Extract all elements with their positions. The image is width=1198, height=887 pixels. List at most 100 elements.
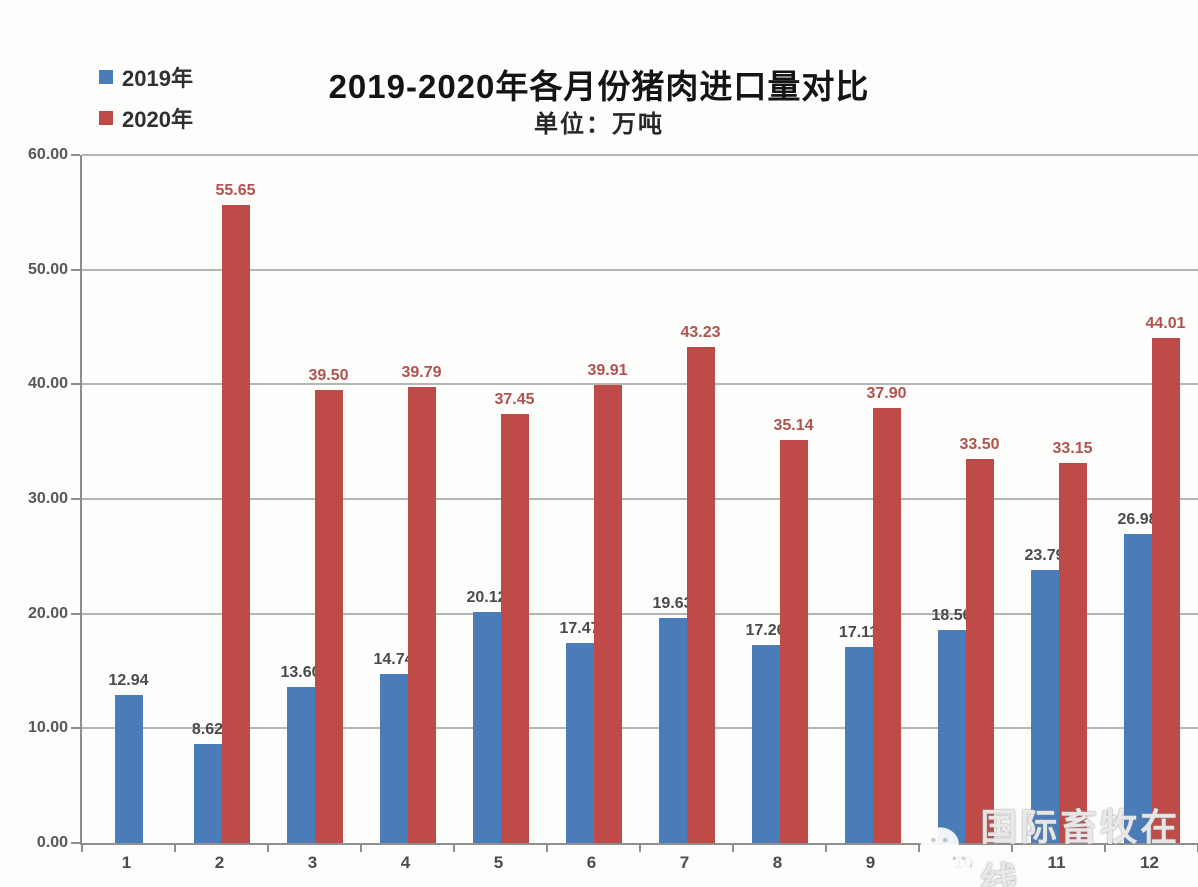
x-tick: [639, 845, 641, 852]
bar-value-label: 17.47: [559, 619, 600, 637]
chart-subtitle: 单位：万吨: [534, 111, 664, 138]
bar-2020年: 35.14: [773, 417, 814, 843]
x-axis-label: 7: [679, 853, 690, 872]
bar-value-label: 39.50: [308, 367, 349, 385]
x-tick: [825, 845, 827, 852]
bar-value-label: 33.15: [1052, 439, 1093, 457]
plot-area: 12.94 8.62 55.65 13.60 39.50 14.74 39.79 20.12 3…: [71, 154, 1198, 852]
y-tick: [71, 498, 80, 500]
x-tick: [81, 845, 83, 852]
bar-group-month-1: 12.94: [108, 672, 149, 843]
gridline: [82, 498, 1198, 500]
x-tick: [453, 845, 455, 852]
x-axis-label: 12: [1140, 853, 1159, 872]
x-tick: [918, 845, 920, 852]
bar-value-label: 26.98: [1117, 510, 1158, 528]
y-tick: [71, 383, 80, 386]
x-tick: [1104, 845, 1106, 852]
bar-2019年: 14.74: [373, 651, 414, 843]
bar-group-month-5: 20.12 37.45: [466, 391, 535, 843]
gridline: [82, 383, 1198, 386]
bar-value-label: 12.94: [108, 671, 149, 689]
bar-2020年: 39.50: [308, 367, 349, 843]
bar-2019年: 20.12: [466, 589, 507, 843]
y-tick: [71, 842, 80, 844]
bar-value-label: 23.79: [1024, 547, 1065, 565]
bar-value-label: 33.50: [959, 435, 1000, 453]
bar-2020年: 39.79: [401, 364, 442, 843]
legend-label-2019: 2019年: [122, 65, 193, 91]
bar-value-label: 39.79: [401, 363, 442, 381]
bar-2019年: 8.62: [192, 721, 223, 843]
bar-value-label: 39.91: [587, 362, 628, 380]
y-axis-label: 10.00: [27, 719, 68, 737]
bar-value-label: 8.62: [191, 721, 224, 739]
gridline: [82, 612, 1198, 615]
x-tick: [174, 845, 176, 852]
bar-value-label: 17.11: [838, 623, 879, 641]
chart-title: 2019-2020年各月份猪肉进口量对比: [328, 68, 870, 105]
x-axis-labels: 1 2 3 4 5 6 7 8 9 10 11 12: [80, 853, 1196, 879]
bar-group-month-10: 18.56 33.50: [931, 436, 1000, 843]
bar-value-label: 17.26: [745, 622, 786, 640]
y-axis-label: 40.00: [27, 375, 68, 393]
x-axis-label: 6: [586, 853, 597, 872]
bar-group-month-12: 26.98 44.01: [1117, 315, 1186, 843]
legend-item-2019: 2019年: [99, 56, 193, 97]
y-axis-label: 0.00: [36, 834, 68, 851]
legend-swatch-2019-icon: [99, 69, 113, 84]
bar-2020年: 55.65: [215, 182, 256, 843]
bar-value-label: 19.63: [652, 594, 693, 612]
y-axis-label: 50.00: [27, 260, 68, 278]
x-tick: [732, 845, 734, 852]
x-axis-label: 3: [307, 853, 318, 872]
x-axis-label: 9: [865, 853, 876, 872]
bar-value-label: 13.60: [280, 664, 321, 682]
bar-2019年: 17.47: [559, 620, 600, 843]
bar-2020年: 43.23: [680, 324, 721, 843]
bar-group-month-11: 23.79 33.15: [1024, 440, 1093, 843]
bar-value-label: 37.90: [866, 385, 907, 403]
y-tick: [71, 268, 80, 271]
x-axis-label: 5: [493, 853, 504, 872]
bar-2019年: 17.11: [839, 624, 878, 843]
y-axis-label: 20.00: [27, 604, 68, 622]
legend-item-2020: 2020年: [99, 97, 193, 138]
bar-2019年: 23.79: [1024, 547, 1065, 843]
x-tick: [1011, 845, 1013, 852]
bar-2020年: 37.45: [494, 391, 535, 843]
y-tick: [71, 154, 80, 156]
gridline: [82, 727, 1198, 730]
x-tick: [546, 845, 548, 852]
x-axis-label: 4: [400, 853, 411, 872]
bar-2020年: 33.50: [959, 436, 1000, 843]
bar-group-month-3: 13.60 39.50: [280, 367, 349, 843]
bar-2019年: 12.94: [108, 672, 149, 843]
gridline: [82, 154, 1198, 156]
x-axis-label: 8: [772, 853, 783, 872]
bar-2019年: 17.26: [745, 622, 786, 843]
bar-value-label: 18.56: [931, 607, 972, 625]
legend-label-2020: 2020年: [122, 106, 193, 132]
bar-value-label: 44.01: [1145, 315, 1186, 333]
bar-value-label: 20.12: [466, 589, 507, 607]
legend: 2019年 2020年: [99, 56, 193, 138]
y-tick: [71, 612, 80, 615]
bar-group-month-7: 19.63 43.23: [652, 324, 721, 843]
bar-2020年: 39.91: [587, 362, 628, 843]
bar-2020年: 44.01: [1145, 315, 1186, 843]
bar-2020年: 33.15: [1052, 440, 1093, 843]
bar-2020年: 37.90: [866, 385, 907, 843]
x-tick: [360, 845, 362, 852]
bar-group-month-8: 17.26 35.14: [745, 417, 814, 843]
bar-value-label: 43.23: [680, 324, 721, 342]
bar-2019年: 26.98: [1117, 511, 1158, 843]
x-axis-label: 11: [1047, 853, 1066, 872]
gridline: [82, 268, 1198, 271]
y-axis-label: 60.00: [27, 146, 68, 163]
y-tick: [71, 727, 80, 730]
bar-value-label: 14.74: [373, 650, 414, 668]
bar-group-month-9: 17.11 37.90: [839, 385, 907, 843]
x-axis-label: 2: [214, 853, 225, 872]
